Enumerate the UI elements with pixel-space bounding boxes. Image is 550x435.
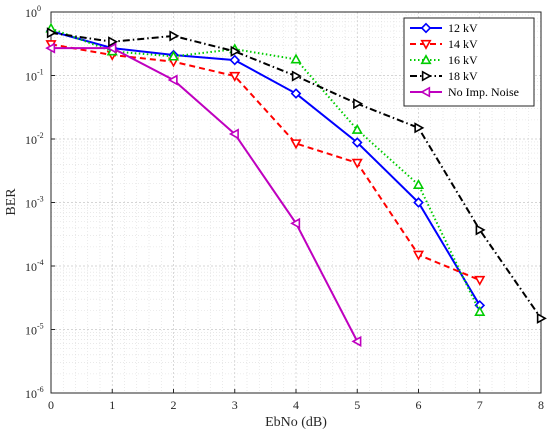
- legend-entry: 14 kV: [410, 37, 478, 51]
- y-tick-label: 10-1: [25, 68, 44, 84]
- y-tick-label: 10-3: [25, 195, 44, 211]
- data-point: [351, 137, 363, 148]
- data-point: [167, 74, 178, 86]
- y-tick-label: 10-2: [25, 131, 44, 147]
- data-point: [290, 53, 302, 64]
- series-layer: [45, 22, 547, 347]
- data-point: [106, 42, 117, 54]
- y-tick-label: 10-6: [25, 385, 44, 401]
- data-point: [167, 50, 180, 61]
- x-tick-label: 5: [354, 398, 360, 412]
- legend-label: 12 kV: [448, 21, 478, 35]
- x-tick-label: 0: [48, 398, 54, 412]
- data-point: [413, 197, 424, 208]
- series-line: [50, 27, 481, 313]
- x-axis-ticks: 0 1 2 3 4 5 6 7 8: [48, 389, 544, 412]
- legend-label: 14 kV: [448, 37, 478, 51]
- data-point: [291, 70, 302, 82]
- series-line: [50, 30, 481, 306]
- data-point: [420, 39, 432, 50]
- legend-entry: 12 kV: [410, 21, 478, 35]
- data-point: [412, 178, 425, 189]
- x-tick-label: 2: [171, 398, 177, 412]
- data-point: [351, 123, 363, 134]
- series-line: [50, 43, 481, 282]
- data-point: [46, 27, 57, 39]
- x-tick-label: 4: [293, 398, 299, 412]
- data-point: [229, 71, 241, 82]
- legend-entry: 18 kV: [410, 69, 478, 83]
- data-point: [414, 122, 425, 134]
- data-point: [290, 139, 302, 150]
- y-tick-label: 10-4: [25, 258, 44, 274]
- legend-entry: No Imp. Noise: [410, 85, 519, 99]
- data-point: [536, 312, 547, 324]
- data-point: [421, 70, 432, 82]
- y-axis-title: BER: [4, 188, 19, 216]
- data-point: [229, 54, 241, 66]
- series-18-kv: [46, 27, 547, 324]
- data-point: [108, 36, 119, 48]
- legend-label: 16 kV: [448, 53, 478, 67]
- series-no-imp-noise: [45, 42, 362, 347]
- data-point: [474, 275, 486, 286]
- x-tick-label: 6: [416, 398, 422, 412]
- data-point: [412, 250, 425, 261]
- x-tick-label: 3: [232, 398, 238, 412]
- legend-label: 18 kV: [448, 69, 478, 83]
- x-axis-title: EbNo (dB): [265, 415, 327, 430]
- series-line: [51, 47, 359, 342]
- data-point: [474, 305, 486, 316]
- data-point: [420, 22, 432, 34]
- data-point: [230, 45, 241, 57]
- data-point: [351, 158, 363, 169]
- data-point: [169, 30, 180, 42]
- y-axis-ticks: 10-6 10-5 10-4 10-3 10-2 10-1 100: [25, 4, 55, 401]
- data-point: [45, 42, 56, 54]
- legend: 12 kV 14 kV 16 kV 18 kV No Imp. Noise: [403, 17, 535, 107]
- x-tick-label: 7: [477, 398, 483, 412]
- data-point: [353, 98, 364, 110]
- data-point: [228, 128, 239, 140]
- y-tick-label: 10-5: [25, 322, 44, 338]
- x-tick-label: 8: [538, 398, 544, 412]
- data-point: [475, 224, 486, 236]
- legend-label: No Imp. Noise: [448, 85, 519, 99]
- y-tick-label: 100: [25, 4, 41, 20]
- x-tick-label: 1: [109, 398, 115, 412]
- legend-entry: 16 kV: [410, 53, 478, 67]
- data-point: [420, 86, 431, 98]
- data-point: [420, 54, 432, 65]
- data-point: [351, 335, 362, 347]
- data-point: [290, 217, 301, 229]
- data-point: [290, 88, 302, 99]
